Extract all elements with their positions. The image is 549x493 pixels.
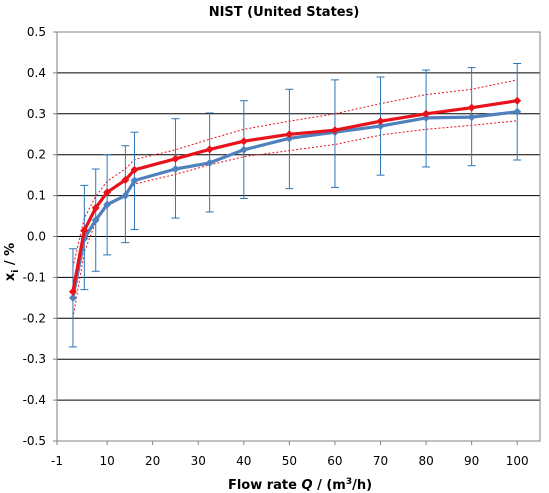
blue-series-point: [513, 107, 522, 116]
blue-series-point: [376, 122, 385, 131]
y-tick-label: 0.3: [27, 107, 46, 121]
red-series-point: [121, 176, 130, 185]
x-tick-label: 10: [99, 454, 114, 468]
blue-series-point: [239, 145, 248, 154]
y-tick-label: 0.5: [27, 25, 46, 39]
blue-series-point: [130, 176, 139, 185]
red-series-point: [68, 287, 77, 296]
x-axis-title-prefix: Flow rate: [228, 478, 302, 493]
y-tick-label: -0.3: [23, 352, 46, 366]
red-series-point: [239, 137, 248, 146]
blue-series-point: [171, 165, 180, 174]
y-tick-label: -0.2: [23, 311, 46, 325]
x-tick-label: 90: [464, 454, 479, 468]
red-series-point: [376, 117, 385, 126]
red-series-point: [130, 165, 139, 174]
x-axis-title: Flow rate Q / (m3/h): [228, 477, 372, 493]
y-axis-title-variable: x: [3, 272, 18, 281]
y-tick-label: -0.5: [23, 434, 46, 448]
blue-series-point: [103, 200, 112, 209]
blue-series-point: [121, 191, 130, 200]
blue-series-point: [467, 113, 476, 122]
blue-series-point: [422, 113, 431, 122]
red-series-point: [171, 154, 180, 163]
series-layer: [68, 96, 522, 302]
x-tick-label: 20: [145, 454, 160, 468]
x-tick-label: 60: [327, 454, 342, 468]
blue-series-point: [285, 134, 294, 143]
red-series-point: [467, 103, 476, 112]
x-tick-label: 30: [191, 454, 206, 468]
y-tick-label: 0.1: [27, 189, 46, 203]
x-axis-title-superscript: 3: [346, 477, 352, 487]
red-series-point: [80, 226, 89, 235]
y-axis-title: xi / %: [3, 243, 21, 281]
y-axis-ticks: -0.5 -0.4 -0.3 -0.2 -0.1 0.0 0.1 0.2 0.3 0.4 0.5: [23, 25, 57, 448]
y-tick-label: 0.4: [27, 66, 46, 80]
red-series-point: [103, 188, 112, 197]
y-tick-label: -0.4: [23, 393, 46, 407]
x-tick-label: 70: [373, 454, 388, 468]
x-axis-title-variable: Q: [301, 478, 312, 493]
y-tick-label: 0.2: [27, 148, 46, 162]
x-axis-title-suffix: /h): [352, 478, 372, 493]
upper-limit-dotted-line: [72, 79, 518, 268]
y-axis-title-subscript: i: [11, 270, 21, 273]
chart-title: NIST (United States): [209, 5, 360, 20]
blue-series-point: [205, 158, 214, 167]
blue-series-point: [68, 293, 77, 302]
x-tick-label: 50: [282, 454, 297, 468]
x-axis-title-middle: / (m: [313, 478, 346, 493]
x-tick-label: 100: [506, 454, 529, 468]
red-series-point: [513, 96, 522, 105]
x-tick-label: 40: [236, 454, 251, 468]
x-tick-label: -1: [51, 454, 63, 468]
y-tick-label: 0.0: [27, 230, 46, 244]
y-axis-title-suffix: / %: [3, 243, 18, 270]
x-axis-ticks: -1 10 20 30 40 50 60 70 80 90 100: [51, 441, 529, 468]
red-series-point: [285, 130, 294, 139]
red-series-point: [422, 109, 431, 118]
blue-series-point: [91, 216, 100, 225]
red-series-point: [91, 203, 100, 212]
red-series-point: [205, 145, 214, 154]
x-tick-label: 80: [418, 454, 433, 468]
y-tick-label: -0.1: [23, 270, 46, 284]
red-series-point: [330, 126, 339, 135]
